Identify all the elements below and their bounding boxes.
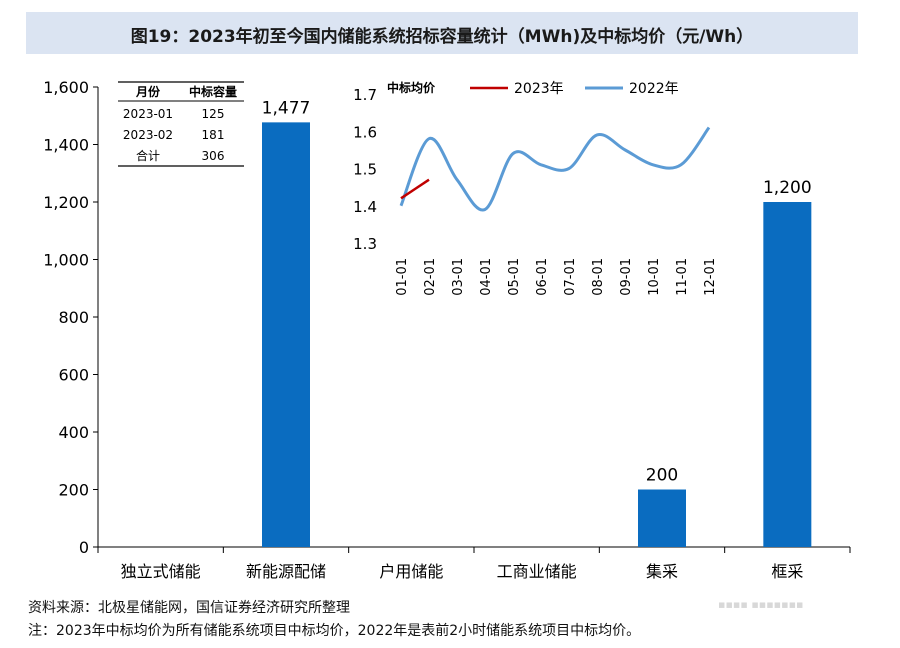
data-label: 1,200 [763,178,812,198]
table-cell: 2023-02 [123,128,173,142]
y-tick-label: 400 [58,423,89,442]
data-label: 1,477 [262,98,311,118]
series-line-2023 [400,178,430,200]
inset-x-tick-label: 10-01 [647,258,662,296]
x-tick-label: 户用储能 [379,562,443,581]
table-cell: 181 [202,128,225,142]
table-cell: 2023-01 [123,107,173,121]
y-tick-label: 600 [58,366,89,385]
inset-y-tick-label: 1.6 [353,123,377,141]
inset-x-tick-label: 03-01 [451,258,466,296]
bar [638,489,686,547]
x-tick-label: 工商业储能 [497,562,577,581]
legend-label-2023: 2023年 [514,81,564,97]
table-cell: 125 [202,107,225,121]
inset-y-tick-label: 1.4 [353,198,377,216]
y-tick-label: 800 [58,308,89,327]
inset-x-tick-label: 07-01 [563,258,578,296]
inset-x-tick-label: 05-01 [507,258,522,296]
table-cell: 合计 [136,148,160,163]
watermark: ▪▪▪▪ ▪▪▪▪▪▪▪ [718,598,804,611]
y-tick-label: 1,400 [43,136,89,155]
y-tick-label: 0 [79,538,89,557]
y-tick-label: 1,600 [43,78,89,97]
inset-chart-title: 中标均价 [387,80,436,95]
table-header: 中标容量 [189,84,237,99]
data-label: 200 [646,466,678,486]
inset-x-tick-label: 11-01 [675,258,690,296]
inset-x-tick-label: 01-01 [395,258,410,296]
x-tick-label: 框采 [771,562,803,581]
bar [262,122,310,548]
inset-y-tick-label: 1.5 [353,161,377,179]
inset-x-tick-label: 04-01 [479,258,494,296]
inset-y-tick-label: 1.7 [353,86,377,104]
y-tick-label: 1,200 [43,193,89,212]
table-cell: 306 [202,149,225,163]
bar [763,202,812,547]
footnote: 注：2023年中标均价为所有储能系统项目中标均价，2022年是表前2小时储能系统… [28,623,641,639]
page-title: 图19：2023年初至今国内储能系统招标容量统计（MWh)及中标均价（元/Wh） [130,27,754,47]
source-note: 资料来源：北极星储能网，国信证券经济研究所整理 [28,600,350,616]
inset-x-tick-label: 09-01 [619,258,634,296]
y-tick-label: 200 [58,481,89,500]
inset-y-tick-label: 1.3 [353,235,377,253]
title-bar: 图19：2023年初至今国内储能系统招标容量统计（MWh)及中标均价（元/Wh） [26,12,858,54]
inset-x-tick-label: 08-01 [591,258,606,296]
y-tick-label: 1,000 [43,251,89,270]
inset-x-tick-label: 06-01 [535,258,550,296]
x-tick-label: 集采 [646,562,678,581]
inset-x-tick-label: 12-01 [703,258,718,296]
x-tick-label: 独立式储能 [121,562,201,581]
legend-label-2022: 2022年 [629,81,679,97]
inset-x-tick-label: 02-01 [423,258,438,296]
x-tick-label: 新能源配储 [246,562,326,581]
table-header: 月份 [135,84,161,99]
series-line-2022 [399,126,711,212]
